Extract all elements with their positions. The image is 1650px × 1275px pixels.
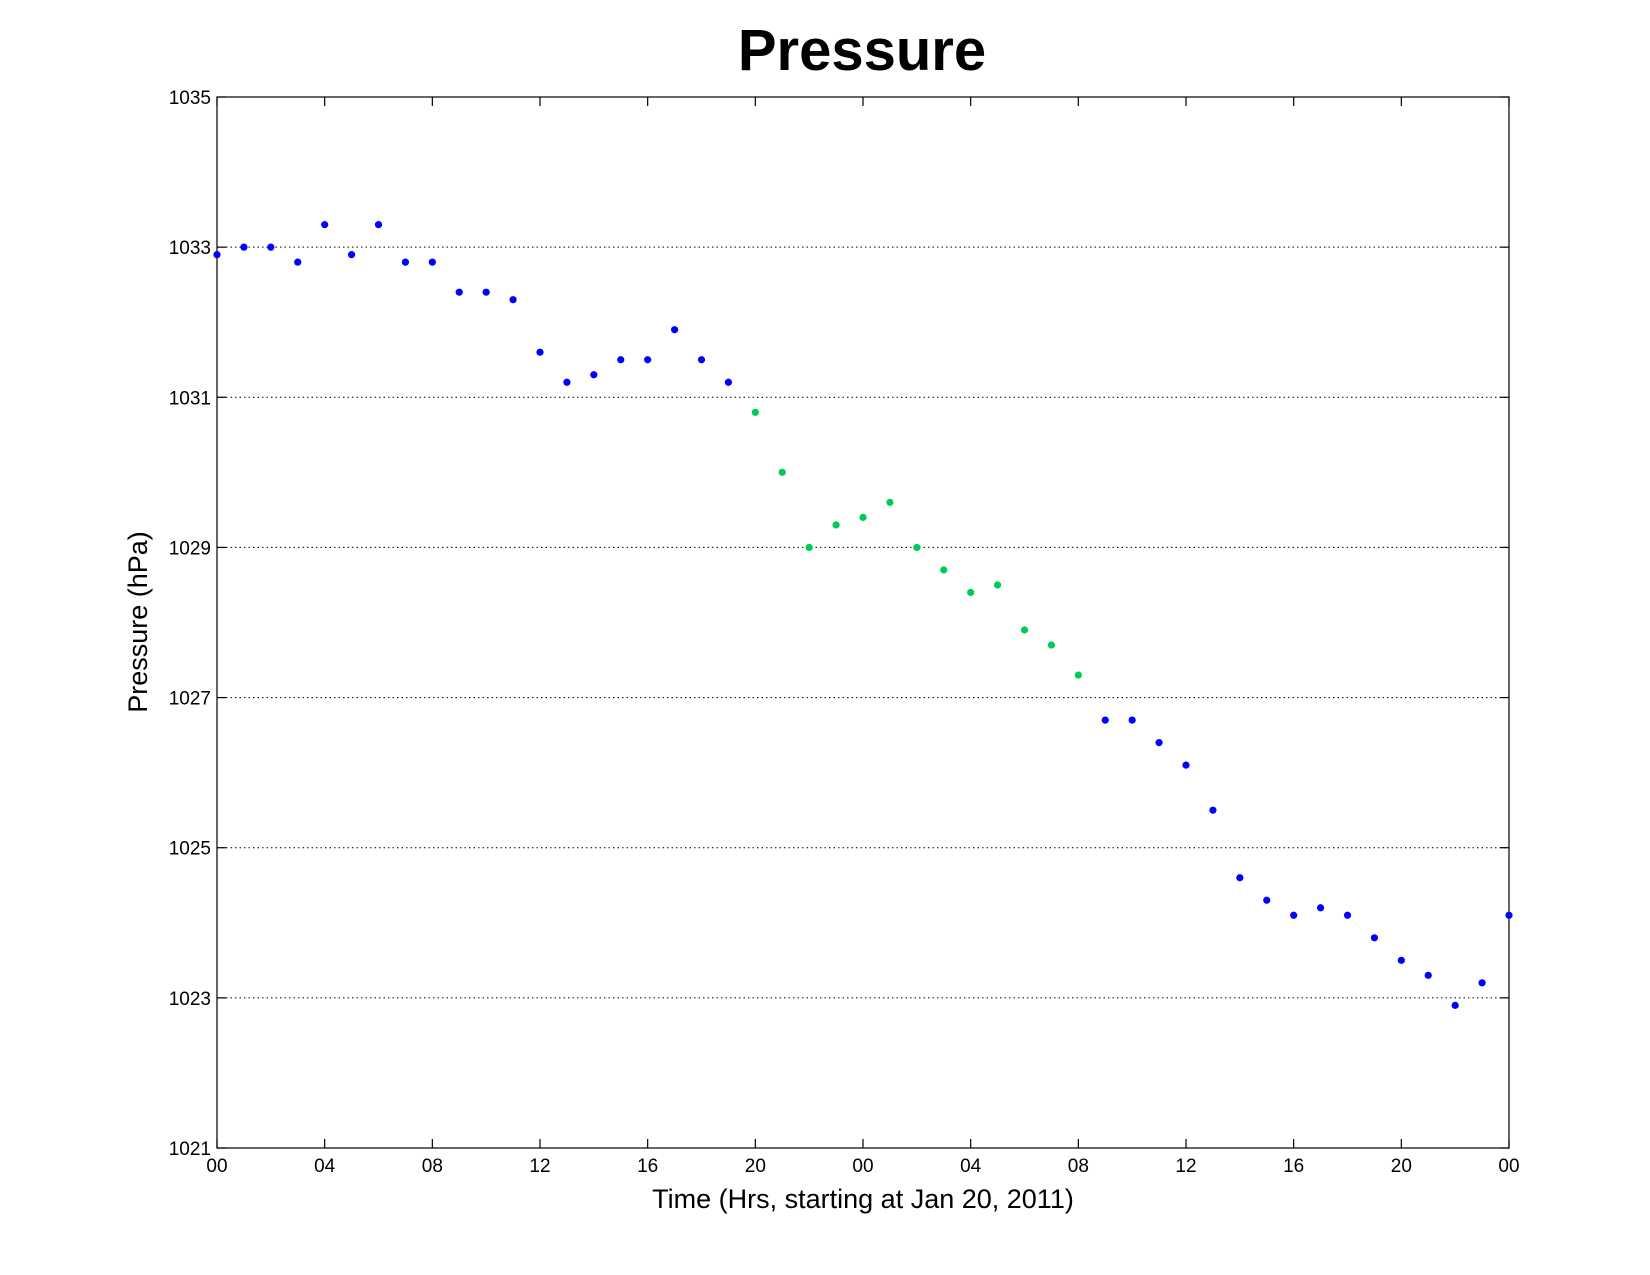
plot-area [216,96,1510,1149]
data-point [1316,904,1325,912]
x-tick-label: 04 [314,1156,336,1177]
x-tick-label: 00 [1498,1156,1519,1177]
data-point [940,566,948,574]
x-tick-label: 04 [960,1156,982,1177]
data-point [1101,716,1109,724]
data-point [1424,971,1432,979]
data-point [993,581,1002,589]
x-axis-title: Time (Hrs, starting at Jan 20, 2011) [652,1184,1074,1214]
x-tick-label: 08 [422,1156,443,1177]
data-point [913,543,921,552]
data-point [1182,761,1190,769]
data-point [1047,641,1056,649]
data-point [1343,911,1352,919]
data-point [1370,934,1379,942]
data-point [967,588,975,597]
data-point [1478,979,1486,987]
data-point [374,221,383,229]
data-point [294,258,302,266]
x-tick-label: 16 [637,1156,658,1177]
data-point [1236,874,1244,882]
y-tick-label: 1027 [169,689,211,710]
data-point [670,326,679,334]
y-tick-label: 1023 [169,989,211,1010]
data-point [751,408,759,416]
data-point [1209,806,1217,814]
chart-title: Pressure [738,18,986,83]
data-point [590,371,598,379]
data-point [697,356,706,364]
data-point [536,348,544,356]
data-point [267,243,275,251]
y-tick-label: 1029 [169,538,211,559]
y-tick-label: 1031 [169,388,211,409]
data-point [455,288,463,296]
data-point [1074,671,1082,679]
data-point [347,251,356,259]
data-point [1128,716,1136,724]
x-tick-label: 12 [529,1156,550,1177]
y-axis-title: Pressure (hPa) [123,531,153,713]
data-point [509,296,517,304]
data-point [886,498,894,506]
x-tick-label: 20 [745,1156,766,1177]
grid-lines [217,246,1509,999]
data-point [401,258,410,266]
data-point [778,468,786,476]
y-tick-label: 1033 [169,238,211,259]
x-tick-label: 00 [852,1156,873,1177]
data-point [724,378,733,386]
data-point [1397,956,1405,964]
data-point [563,378,571,386]
y-tick-label: 1025 [169,839,211,860]
x-tick-label: 00 [206,1156,227,1177]
x-tick-label: 20 [1391,1156,1412,1177]
data-point [428,258,436,266]
tick-labels: 1021 1023 1025 1027 1029 1031 1033 1035 00 04 08 12… [169,88,1520,1177]
data-point [1290,911,1298,919]
data-points [213,221,1513,1009]
data-point [805,543,813,552]
data-point [859,513,867,522]
data-point [1505,911,1513,919]
x-tick-label: 08 [1068,1156,1089,1177]
axis-ticks [216,96,1510,1149]
data-point [1020,626,1029,634]
data-point [1155,739,1163,747]
data-point [617,356,625,364]
data-point [321,221,329,229]
data-point [1451,1001,1459,1009]
y-tick-label: 1021 [169,1139,211,1160]
x-tick-label: 16 [1283,1156,1304,1177]
data-point [482,288,490,296]
x-tick-label: 12 [1175,1156,1196,1177]
data-point [644,356,652,364]
data-point [832,521,840,529]
data-point [1263,896,1271,904]
y-tick-label: 1035 [169,88,211,109]
data-point [240,243,248,251]
data-point [213,251,221,259]
